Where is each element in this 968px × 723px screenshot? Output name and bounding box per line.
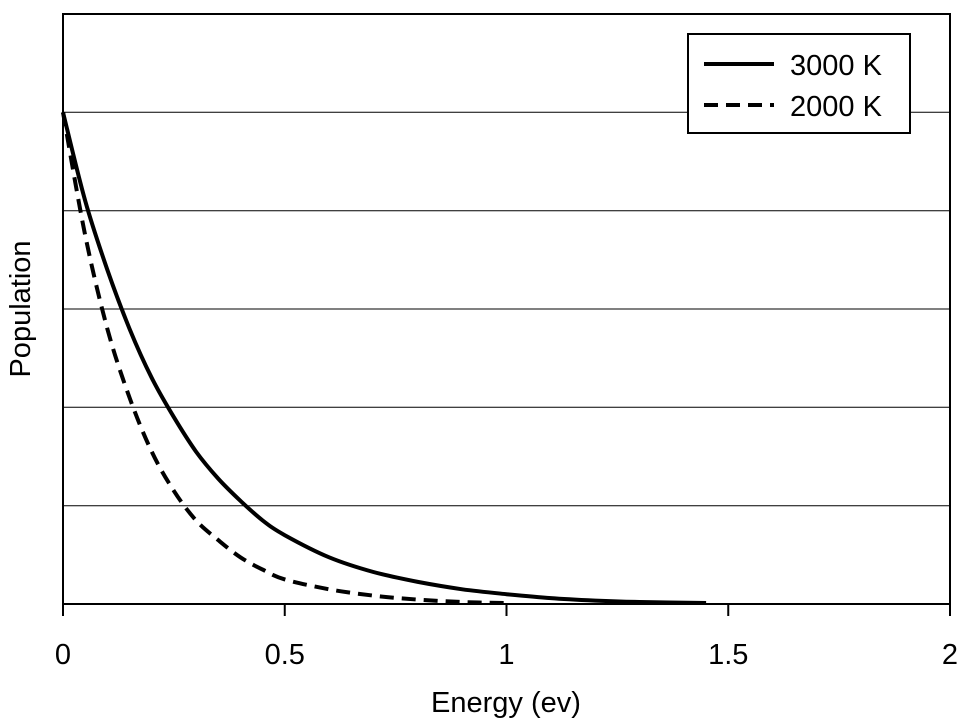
- x-axis-ticks: 0 0.5 1 1.5 2: [55, 604, 958, 671]
- x-tick-label-0: 0: [55, 639, 71, 671]
- x-tick-label-3: 1.5: [708, 639, 748, 671]
- legend-label-3000k: 3000 K: [790, 50, 883, 82]
- series-layer: [61, 111, 707, 605]
- series-line-2000-k: [61, 111, 507, 605]
- legend-label-2000k: 2000 K: [790, 91, 883, 123]
- x-axis-label: Energy (ev): [431, 687, 581, 719]
- x-tick-label-4: 2: [942, 639, 958, 671]
- y-axis-label: Population: [5, 240, 37, 377]
- legend: 3000 K 2000 K: [687, 33, 911, 134]
- gridlines: [63, 111, 950, 507]
- legend-box: [687, 33, 911, 134]
- x-tick-label-2: 1: [498, 639, 514, 671]
- x-tick-label-1: 0.5: [265, 639, 305, 671]
- series-line-3000-k: [61, 111, 707, 605]
